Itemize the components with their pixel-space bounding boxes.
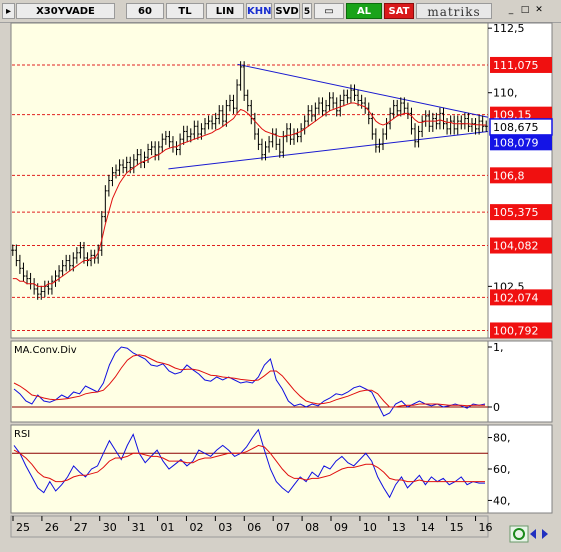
scroll-left-icon[interactable] (530, 529, 536, 539)
x-axis-label: 10 (363, 521, 377, 534)
refresh-icon[interactable] (509, 525, 529, 543)
rsi-axis-label: 80, (493, 432, 511, 445)
price-panel: 112,5110,102,5111,075109,15106,8105,3751… (10, 22, 553, 339)
period-button[interactable]: 60 (126, 3, 164, 19)
close-icon[interactable]: ✕ (534, 5, 544, 15)
rsi-panel: RSI 80, 60, 40, (10, 424, 553, 514)
x-axis-label: 06 (247, 521, 261, 534)
x-axis-label: 07 (276, 521, 290, 534)
trendline (237, 63, 489, 118)
macd-signal-line (13, 354, 485, 408)
x-axis-label: 14 (421, 521, 435, 534)
x-axis-label: 30 (103, 521, 117, 534)
trendline (168, 130, 489, 170)
x-axis-label: 13 (392, 521, 406, 534)
five-button[interactable]: 5 (302, 3, 312, 19)
x-axis-label: 26 (45, 521, 59, 534)
buy-button[interactable]: AL (346, 3, 382, 19)
rsi-axis-label: 40, (493, 494, 511, 507)
x-axis-label: 09 (334, 521, 348, 534)
currency-button[interactable]: TL (166, 3, 204, 19)
macd-panel: MA.Conv.Div 1, 0 (10, 340, 553, 423)
price-axis-label: 110, (493, 87, 518, 100)
current-level-box (490, 134, 552, 151)
level-label-box (490, 167, 552, 184)
level-label: 102,074 (493, 291, 539, 304)
x-axis-label: 25 (16, 521, 30, 534)
macd-axis-label: 0 (493, 401, 500, 414)
rsi-axis-label: 60, (493, 463, 511, 476)
x-axis-label: 27 (74, 521, 88, 534)
moving-average-line (12, 102, 487, 287)
current-price-box (489, 118, 553, 136)
x-axis-label: 08 (305, 521, 319, 534)
maximize-icon[interactable]: □ (520, 5, 530, 15)
matriks-logo: matriks (416, 3, 492, 19)
x-axis-label: 16 (479, 521, 493, 534)
macd-title: MA.Conv.Div (14, 345, 77, 356)
symbol-selector[interactable]: X30YVADE (16, 3, 115, 19)
level-label: 106,8 (493, 169, 525, 182)
x-axis-label: 15 (450, 521, 464, 534)
svd-button[interactable]: SVD (274, 3, 300, 19)
macd-line (13, 346, 486, 417)
rsi-title: RSI (14, 429, 30, 440)
macd-y-axis (487, 340, 553, 423)
level-label-box (490, 289, 552, 306)
rsi-line (13, 428, 485, 499)
level-label: 105,375 (493, 206, 539, 219)
rsi-plot-area (10, 424, 489, 514)
scale-button[interactable]: LIN (206, 3, 244, 19)
minimize-icon[interactable]: _ (506, 5, 516, 15)
current-level-label: 108,079 (493, 136, 539, 149)
menu-toggle-button[interactable]: ▸ (2, 3, 15, 19)
macd-axis-label: 1, (493, 341, 504, 354)
current-price-label: 108,675 (493, 121, 539, 134)
x-axis-label: 02 (189, 521, 203, 534)
level-label-box (490, 204, 552, 221)
rsi-signal-line (13, 444, 485, 483)
x-axis-label: 31 (132, 521, 146, 534)
toolbar: ▸ X30YVADE 60 TL LIN KHN SVD 5 ▭ AL SAT … (0, 0, 561, 23)
chart-controls (509, 525, 548, 543)
level-label: 111,075 (493, 59, 539, 72)
price-plot-area (10, 22, 489, 339)
refresh-icon-glyph (513, 528, 525, 540)
x-axis-label: 03 (218, 521, 232, 534)
price-axis-label: 112,5 (493, 22, 525, 35)
level-label: 104,082 (493, 240, 539, 253)
level-label-box (490, 322, 552, 339)
level-label-box (490, 237, 552, 254)
macd-plot-area (10, 340, 489, 423)
scroll-right-icon[interactable] (542, 529, 548, 539)
x-axis: 25 26 27 30 31 01 02 03 06 07 08 09 10 13 14 15 16 (10, 515, 493, 538)
x-axis-strip (10, 515, 489, 538)
khn-button[interactable]: KHN (246, 3, 272, 19)
tools-button[interactable]: ▭ (314, 3, 344, 19)
sell-button[interactable]: SAT (384, 3, 414, 19)
level-label-box (490, 56, 552, 73)
x-axis-label: 01 (161, 521, 175, 534)
level-label: 100,792 (493, 324, 539, 337)
